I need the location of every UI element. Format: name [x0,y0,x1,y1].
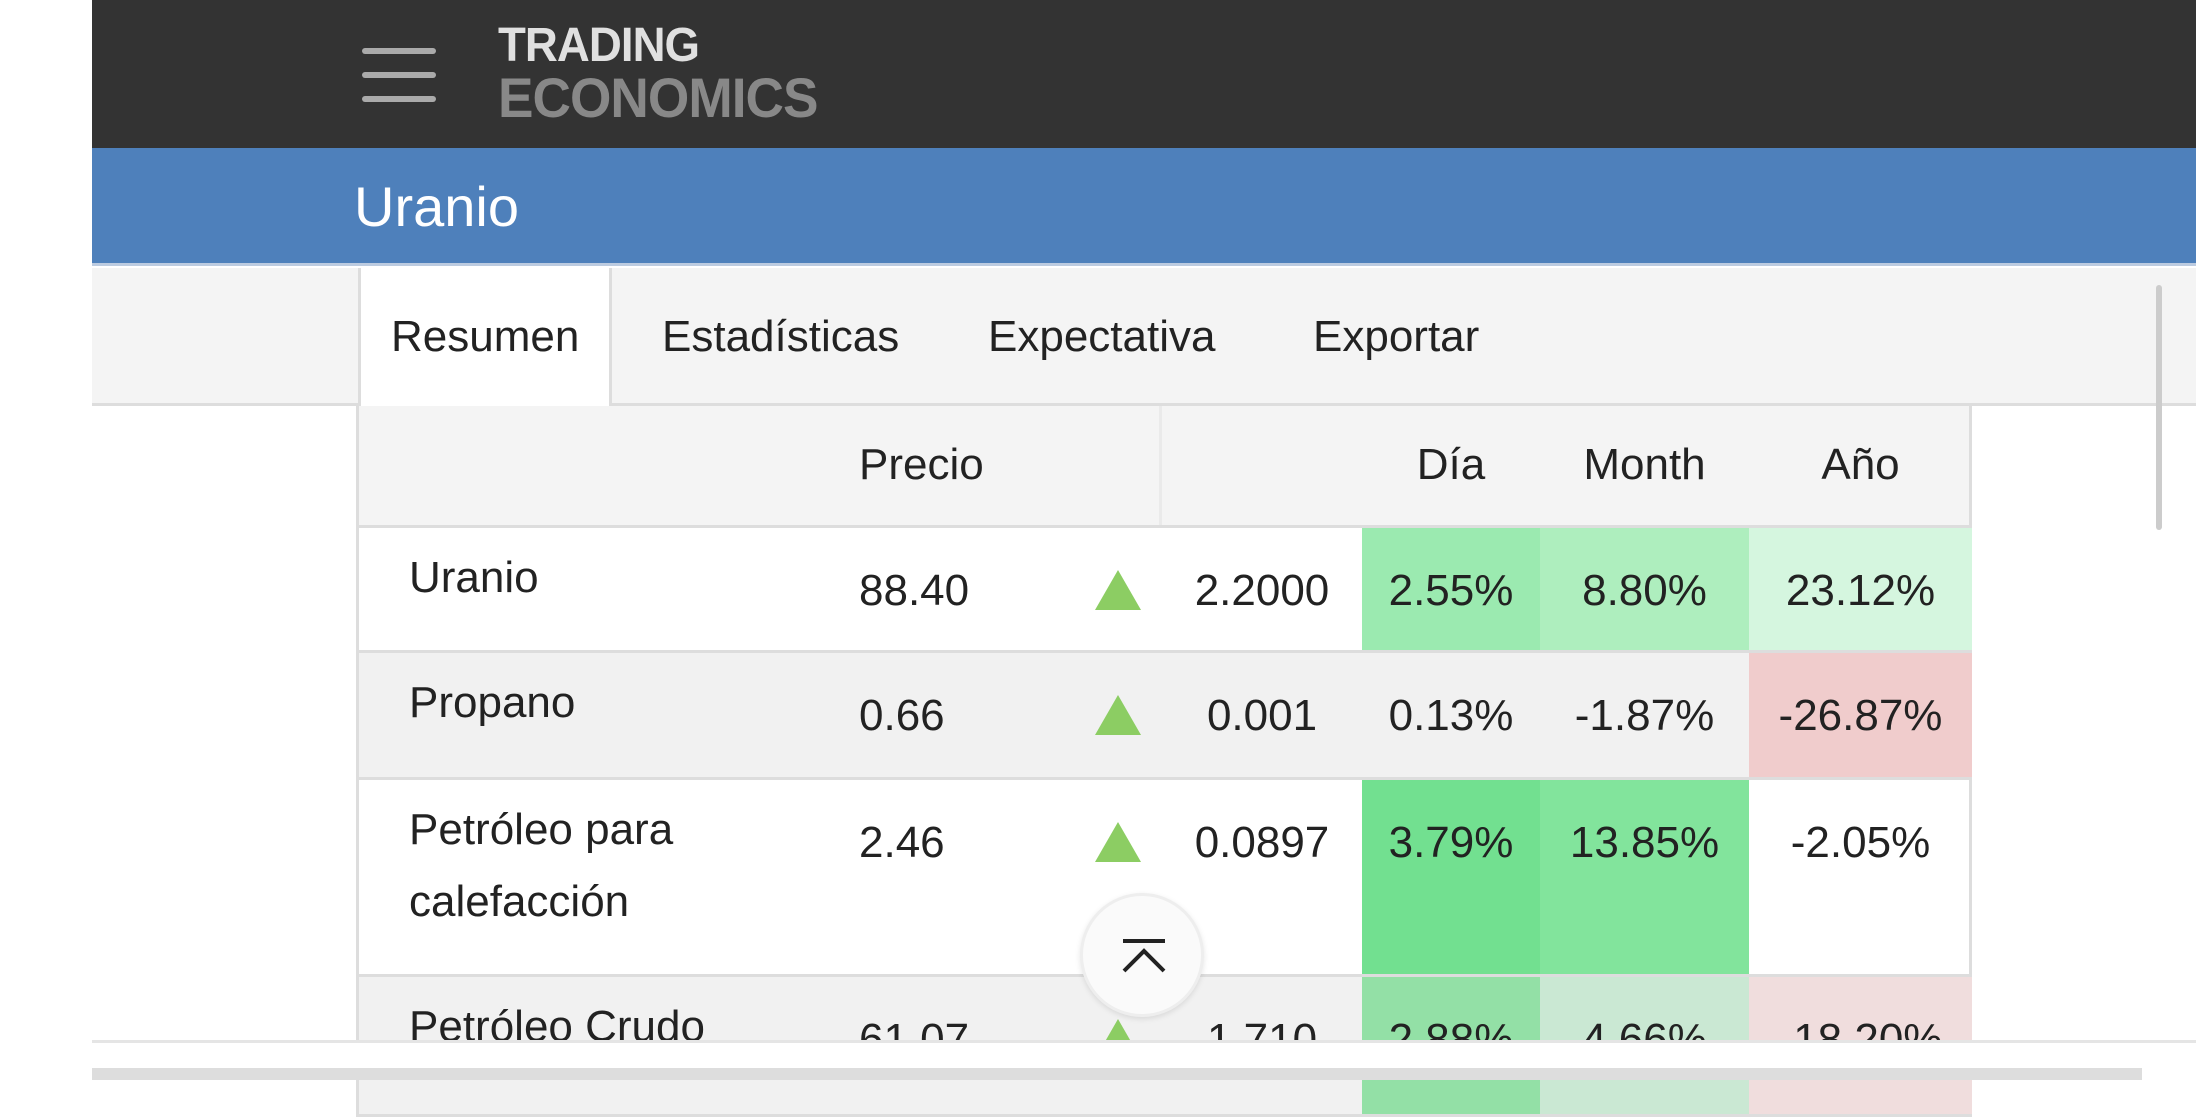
tab-exportar[interactable]: Exportar [1313,312,1480,361]
table-body: Uranio 88.40 2.2000 2.55% 8.80% 23.12% Pr… [359,528,1972,1117]
commodity-name[interactable]: Uranio [409,553,539,602]
month-change: 13.85% [1540,780,1749,974]
tab-expectativa[interactable]: Expectativa [988,312,1216,361]
tab-estadisticas[interactable]: Estadísticas [662,312,900,361]
table-header: Precio Día Month Año [359,406,1969,528]
change: 0.001 [1206,691,1318,740]
chevron-up-icon [1122,939,1166,973]
trading-economics-logo[interactable]: TRADING ECONOMICS [498,22,834,126]
header-month[interactable]: Month [1583,440,1706,489]
header-divider [1159,406,1162,525]
hamburger-menu-icon[interactable] [362,48,438,104]
table-row[interactable]: Petróleo para calefacción 2.46 0.0897 3.… [359,780,1969,977]
title-bar: Uranio [92,148,2196,266]
year-change: 23.12% [1749,528,1972,650]
month-change: -1.87% [1574,691,1715,740]
up-triangle-icon [1095,780,1141,974]
price: 2.46 [859,818,945,867]
price: 0.66 [859,691,945,740]
day-change: 2.55% [1362,528,1540,650]
bottom-panel [92,1040,2196,1070]
vertical-scrollbar[interactable] [2156,285,2162,530]
scroll-to-top-button[interactable] [1080,893,1204,1017]
header-ano[interactable]: Año [1821,440,1900,489]
year-change: -2.05% [1790,818,1931,867]
table-row[interactable]: Uranio 88.40 2.2000 2.55% 8.80% 23.12% [359,528,1972,653]
up-triangle-icon [1095,653,1141,777]
commodity-name[interactable]: Petróleo para calefacción [409,805,674,926]
change: 0.0897 [1194,818,1330,867]
header-dia[interactable]: Día [1416,440,1486,489]
horizontal-scrollbar[interactable] [92,1068,2142,1080]
year-change: -26.87% [1749,653,1972,777]
top-navbar: TRADING ECONOMICS [92,0,2196,148]
up-triangle-icon [1095,528,1141,650]
price: 88.40 [859,566,970,615]
day-change: 0.13% [1388,691,1514,740]
logo-line-1: TRADING [498,19,700,72]
tab-resumen[interactable]: Resumen [358,268,613,406]
logo-line-2: ECONOMICS [498,66,818,129]
page-title: Uranio [354,175,519,238]
tab-bar: Resumen Estadísticas Expectativa Exporta… [92,268,2196,406]
month-change: 8.80% [1540,528,1749,650]
commodity-name[interactable]: Propano [409,678,576,727]
table-row[interactable]: Propano 0.66 0.001 0.13% -1.87% -26.87% [359,653,1972,780]
day-change: 3.79% [1362,780,1540,974]
change: 2.2000 [1194,566,1330,615]
header-precio[interactable]: Precio [859,440,984,489]
